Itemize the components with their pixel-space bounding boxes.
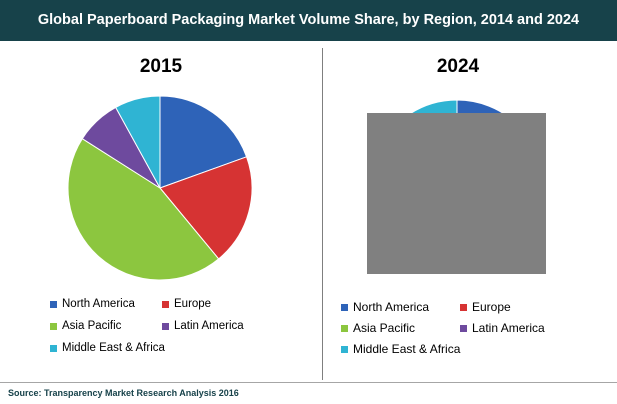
legend-item: Latin America <box>162 320 244 332</box>
legend-label: Asia Pacific <box>353 321 416 335</box>
legend-item: Middle East & Africa <box>341 342 460 356</box>
legend-swatch <box>460 324 467 332</box>
title-bar: Global Paperboard Packaging Market Volum… <box>0 0 617 41</box>
legend-label: Latin America <box>472 321 545 335</box>
legend-swatch <box>341 303 348 311</box>
redaction-box <box>367 113 546 274</box>
chart-title: Global Paperboard Packaging Market Volum… <box>37 12 580 28</box>
pie-title-2015: 2015 <box>139 56 183 77</box>
pie-chart-2015 <box>67 95 253 281</box>
legend-swatch <box>50 300 57 308</box>
legend-swatch <box>162 300 169 308</box>
pie-slice-europe <box>159 156 253 260</box>
legend-label: Europe <box>174 298 212 310</box>
legend-label: Asia Pacific <box>62 320 122 332</box>
legend-item: Asia Pacific <box>341 321 415 335</box>
legend-item: North America <box>50 298 135 310</box>
legend-item: Asia Pacific <box>50 320 121 332</box>
footer: Source: Transparency Market Research Ana… <box>0 382 617 404</box>
pie-title-2024: 2024 <box>436 56 480 77</box>
legend-label: Middle East & Africa <box>62 342 165 354</box>
legend-item: Europe <box>460 300 511 314</box>
panel-divider <box>322 48 323 380</box>
source-note: Source: Transparency Market Research Ana… <box>8 388 239 398</box>
legend-swatch <box>341 345 348 353</box>
pie-slice-asia-pacific <box>67 138 220 281</box>
legend-item: Europe <box>162 298 211 310</box>
pie-slice-middle-east-africa <box>114 95 161 189</box>
legend-swatch <box>50 344 57 352</box>
legend-item: North America <box>341 300 429 314</box>
legend-swatch <box>50 322 57 330</box>
legend-label: Latin America <box>174 320 244 332</box>
legend-swatch <box>460 303 467 311</box>
legend-label: North America <box>353 300 430 314</box>
legend-item: Middle East & Africa <box>50 342 165 354</box>
legend-swatch <box>341 324 348 332</box>
legend-label: Middle East & Africa <box>353 342 461 356</box>
legend-label: North America <box>62 298 135 310</box>
legend-label: Europe <box>472 300 511 314</box>
pie-slice-north-america <box>159 95 248 189</box>
legend-swatch <box>162 322 169 330</box>
legend-item: Latin America <box>460 321 545 335</box>
